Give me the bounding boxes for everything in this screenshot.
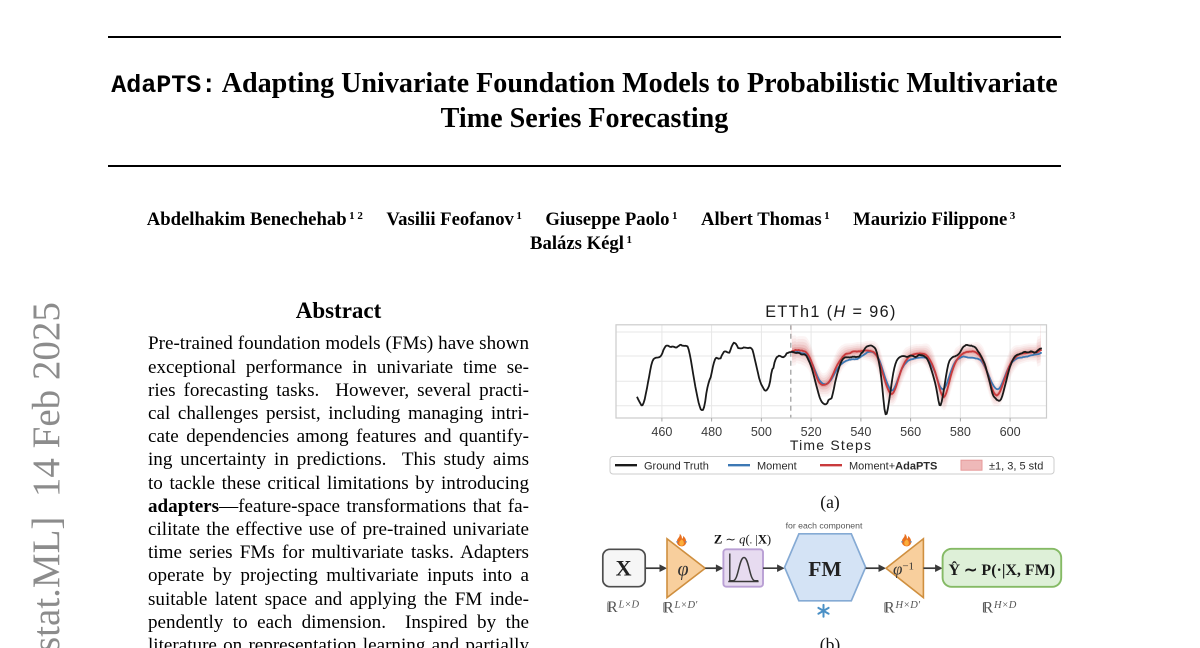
svg-text:R: R <box>983 600 994 617</box>
svg-text:R: R <box>607 599 618 616</box>
svg-text:H×D: H×D <box>993 600 1017 611</box>
svg-text:for each component: for each component <box>786 521 863 531</box>
svg-text:H×D′: H×D′ <box>895 600 921 611</box>
svg-text:Ground Truth: Ground Truth <box>644 460 709 472</box>
svg-text:500: 500 <box>751 425 772 439</box>
svg-text:(a): (a) <box>820 492 840 512</box>
svg-text:520: 520 <box>801 425 822 439</box>
svg-text:L×D′: L×D′ <box>674 600 699 611</box>
svg-text:X: X <box>616 556 632 581</box>
svg-text:FM: FM <box>808 557 841 581</box>
svg-text:Time Steps: Time Steps <box>790 437 872 453</box>
svg-text:φ: φ <box>677 559 688 581</box>
svg-text:ETTh1 (H = 96): ETTh1 (H = 96) <box>765 303 897 321</box>
svg-text:460: 460 <box>651 425 672 439</box>
svg-text:Moment: Moment <box>757 460 797 472</box>
svg-text:L×D: L×D <box>618 600 640 611</box>
svg-text:560: 560 <box>900 425 921 439</box>
svg-text:Z ∼ q(. |X): Z ∼ q(. |X) <box>714 533 771 547</box>
svg-text:Moment+AdaPTS: Moment+AdaPTS <box>849 460 937 472</box>
svg-text:(b): (b) <box>820 635 841 648</box>
svg-text:480: 480 <box>701 425 722 439</box>
svg-text:R: R <box>663 600 674 617</box>
svg-text:Ŷ ∼ P(·|X, FM): Ŷ ∼ P(·|X, FM) <box>948 560 1055 579</box>
svg-text:R: R <box>884 600 895 617</box>
svg-text:540: 540 <box>850 425 871 439</box>
svg-text:600: 600 <box>1000 425 1021 439</box>
svg-text:580: 580 <box>950 425 971 439</box>
svg-text:±1, 3, 5 std: ±1, 3, 5 std <box>989 460 1043 472</box>
